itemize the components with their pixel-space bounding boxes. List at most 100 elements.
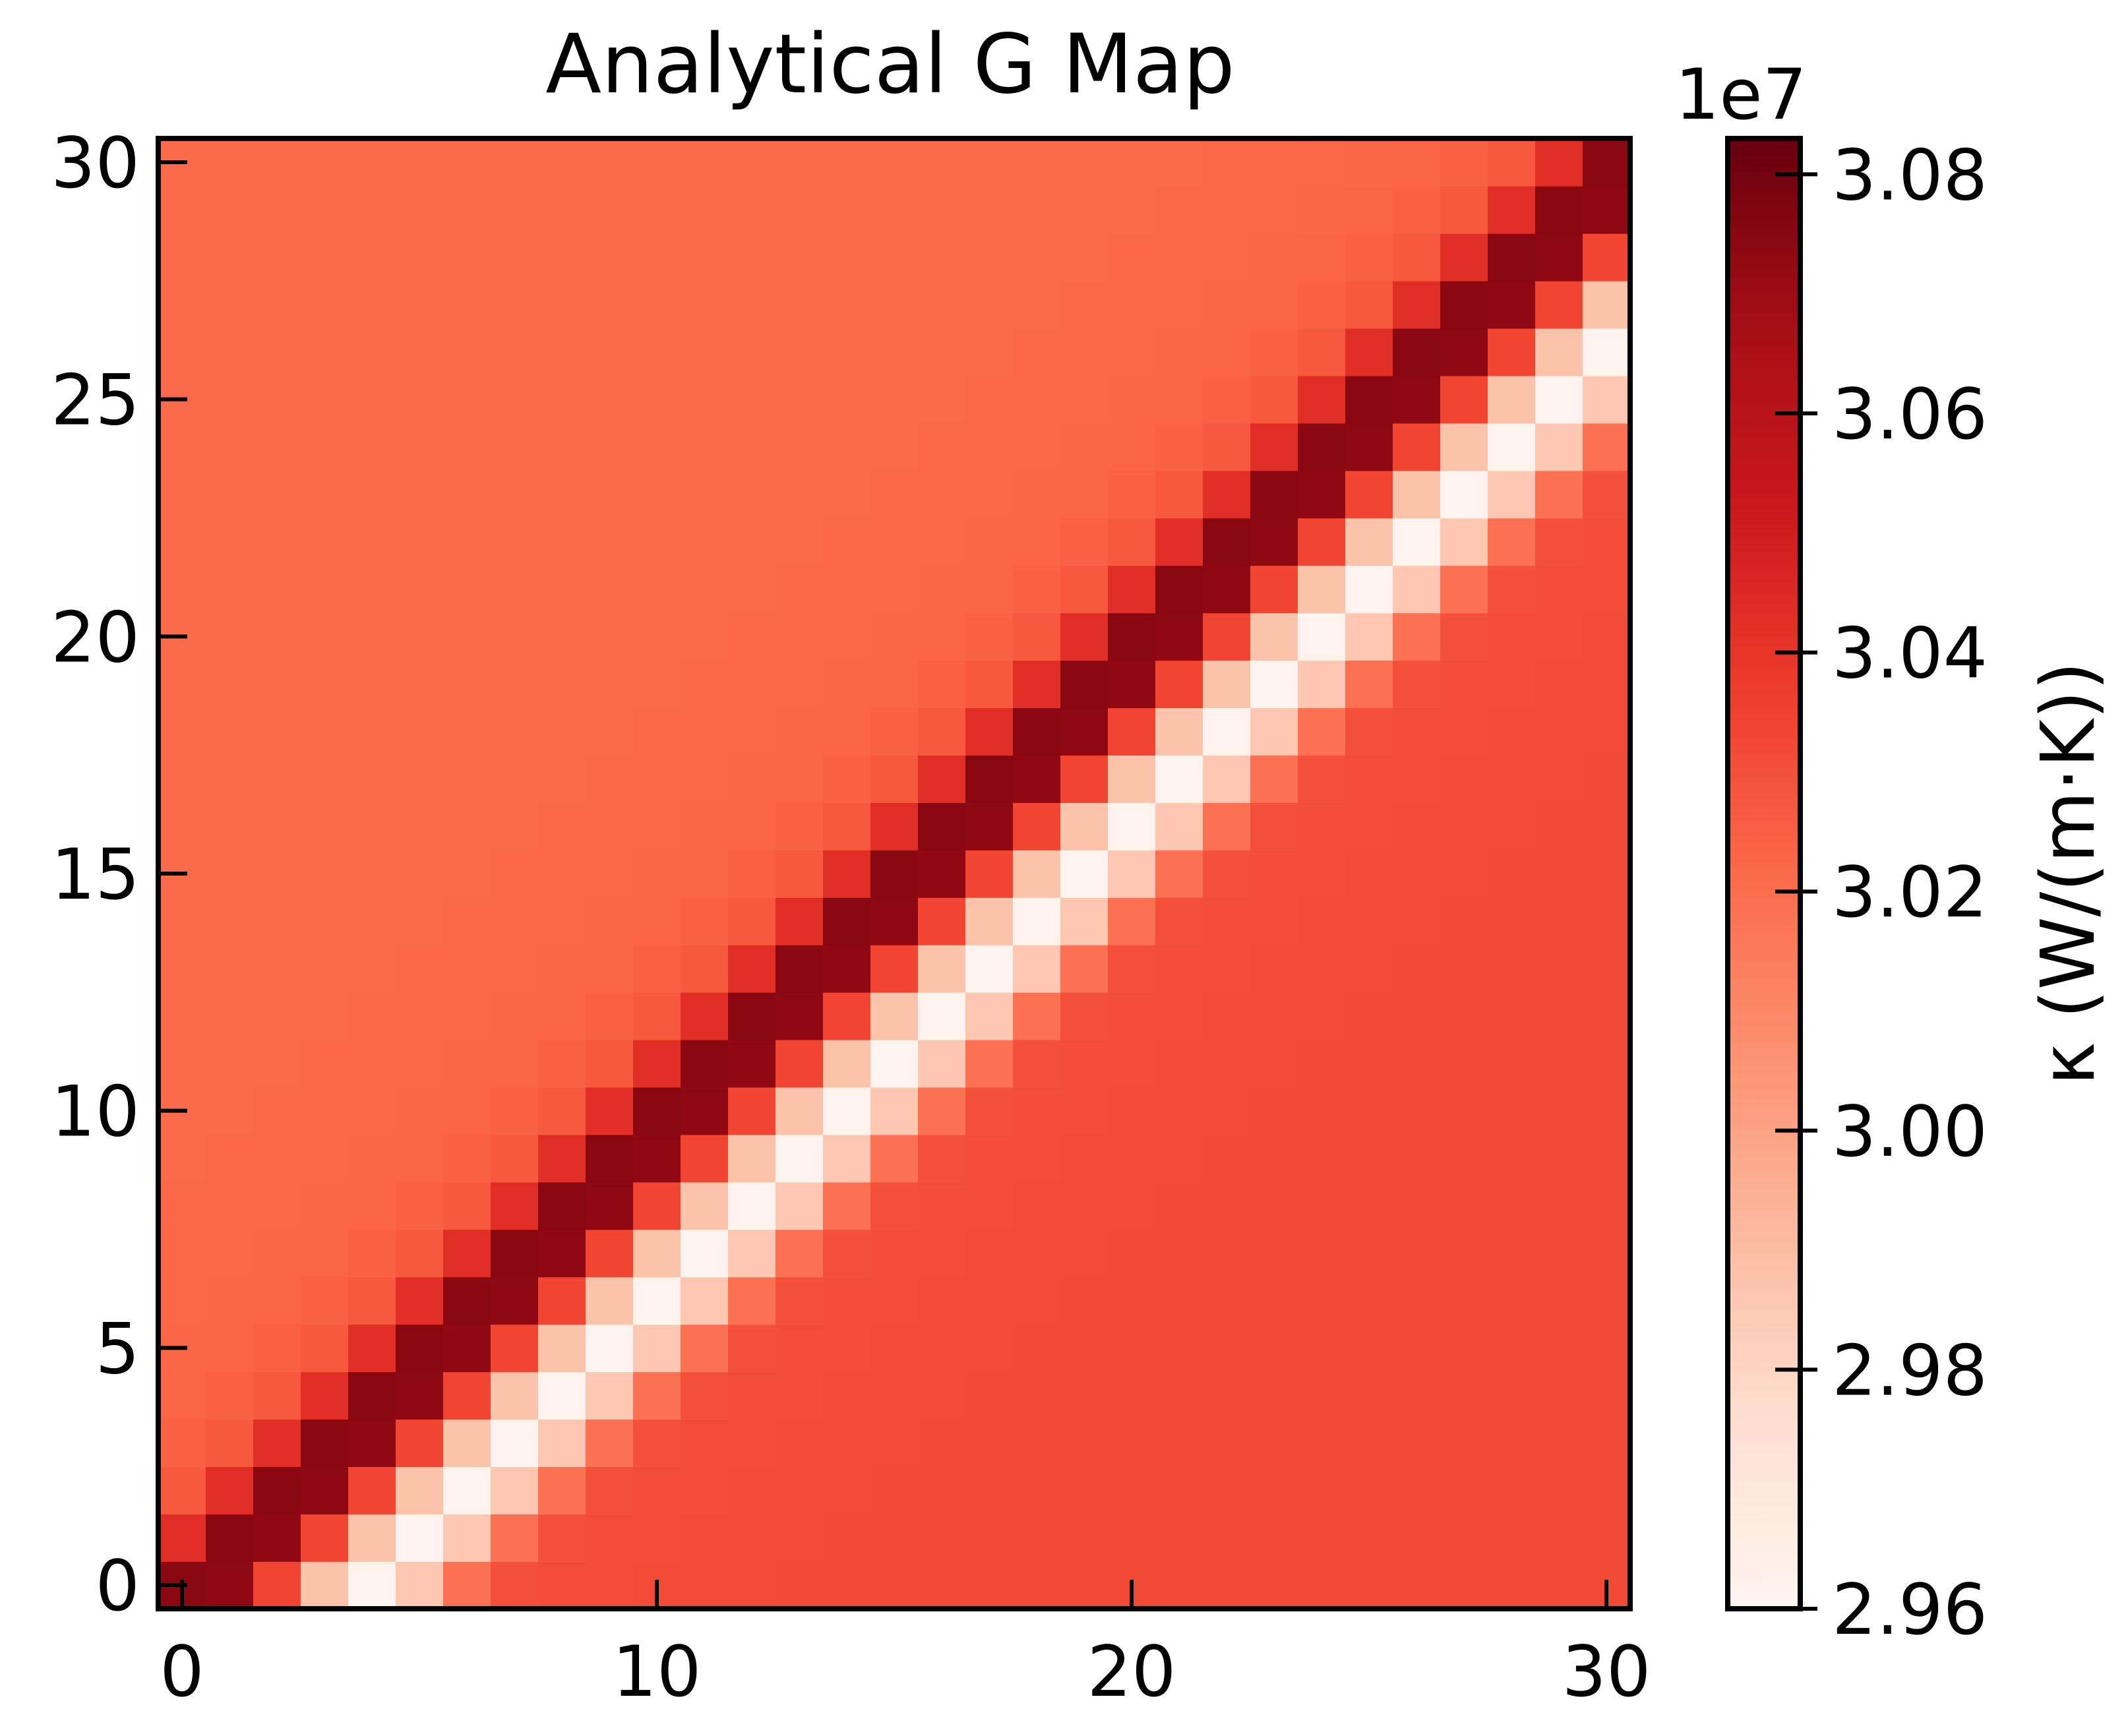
heatmap-cell: [1013, 1324, 1061, 1373]
heatmap-cell: [1060, 802, 1109, 851]
heatmap-cell: [348, 280, 396, 329]
x-tick-label: 20: [1087, 1631, 1176, 1712]
heatmap-cell: [1583, 992, 1631, 1040]
heatmap-cell: [1203, 1039, 1251, 1088]
heatmap-cell: [1440, 802, 1488, 851]
heatmap-cell: [1108, 470, 1156, 519]
heatmap-cell: [965, 1324, 1014, 1373]
heatmap-cell: [1060, 1039, 1109, 1088]
heatmap-cell: [1488, 707, 1536, 756]
heatmap-cell: [538, 280, 586, 329]
heatmap-cell: [1440, 992, 1488, 1040]
heatmap-cell: [1060, 1134, 1109, 1183]
heatmap-cell: [538, 565, 586, 614]
heatmap-cell: [301, 1182, 349, 1230]
heatmap-cell: [1393, 1371, 1441, 1420]
heatmap-cell: [206, 1419, 254, 1467]
heatmap-cell: [870, 423, 919, 471]
heatmap-cell: [823, 802, 871, 851]
heatmap-cell: [823, 470, 871, 519]
heatmap-cell: [1345, 1466, 1393, 1514]
heatmap-cell: [1345, 1561, 1393, 1609]
heatmap-cell: [1203, 1276, 1251, 1325]
heatmap-cell: [586, 518, 634, 566]
heatmap-cell: [1013, 233, 1061, 282]
x-tick-label: 10: [613, 1631, 702, 1712]
heatmap-cell: [586, 707, 634, 756]
heatmap-cell: [965, 802, 1014, 851]
heatmap-cell: [1583, 1134, 1631, 1183]
heatmap-cell: [918, 660, 966, 709]
heatmap-cell: [586, 423, 634, 471]
heatmap-cell: [1298, 1514, 1346, 1562]
heatmap-cell: [443, 1324, 491, 1373]
heatmap-cell: [633, 755, 681, 803]
heatmap-cell: [823, 280, 871, 329]
heatmap-cell: [396, 1229, 444, 1278]
heatmap-cell: [586, 992, 634, 1040]
heatmap-cell: [681, 233, 729, 282]
heatmap-cell: [1108, 138, 1156, 187]
colorbar-tick-label: 3.00: [1832, 1091, 1988, 1172]
heatmap-cell: [1393, 1276, 1441, 1325]
heatmap-cell: [491, 375, 539, 424]
heatmap-cell: [918, 375, 966, 424]
heatmap-cell: [775, 518, 824, 566]
heatmap-cell: [681, 897, 729, 945]
heatmap-cell: [633, 707, 681, 756]
heatmap-cell: [301, 233, 349, 282]
heatmap-cell: [1488, 1324, 1536, 1373]
heatmap-cell: [538, 802, 586, 851]
heatmap-cell: [1060, 518, 1109, 566]
heatmap-cell: [1583, 660, 1631, 709]
heatmap-cell: [348, 1182, 396, 1230]
heatmap-cell: [681, 518, 729, 566]
heatmap-cell: [348, 518, 396, 566]
heatmap-cell: [1250, 1134, 1298, 1183]
heatmap-cell: [681, 328, 729, 376]
heatmap-cell: [491, 1087, 539, 1135]
heatmap-cell: [1203, 755, 1251, 803]
heatmap-cell: [918, 802, 966, 851]
heatmap-cell: [301, 423, 349, 471]
heatmap-cell: [538, 138, 586, 187]
heatmap-cell: [396, 707, 444, 756]
heatmap-cell: [1583, 1182, 1631, 1230]
colorbar-tick-label: 3.04: [1832, 613, 1988, 694]
heatmap-cell: [823, 375, 871, 424]
heatmap-cell: [586, 1514, 634, 1562]
heatmap-cell: [633, 423, 681, 471]
heatmap-cell: [491, 1229, 539, 1278]
heatmap-cell: [681, 802, 729, 851]
heatmap-cell: [1060, 1087, 1109, 1135]
heatmap-cell: [728, 755, 776, 803]
heatmap-cell: [681, 992, 729, 1040]
heatmap-cell: [1583, 944, 1631, 993]
heatmap-cell: [586, 1324, 634, 1373]
heatmap-cell: [1250, 1039, 1298, 1088]
heatmap-cell: [1060, 470, 1109, 519]
heatmap-cell: [491, 185, 539, 234]
heatmap-cell: [870, 375, 919, 424]
heatmap-cell: [301, 897, 349, 945]
heatmap-cell: [775, 755, 824, 803]
heatmap-cell: [1298, 613, 1346, 661]
heatmap-cell: [158, 1229, 206, 1278]
heatmap-cell: [206, 1466, 254, 1514]
heatmap-cell: [1250, 1466, 1298, 1514]
heatmap-cell: [1535, 850, 1583, 898]
heatmap-cell: [965, 1087, 1014, 1135]
heatmap-cell: [1440, 1087, 1488, 1135]
heatmap-cell: [396, 802, 444, 851]
heatmap-cell: [206, 1229, 254, 1278]
heatmap-cell: [443, 1514, 491, 1562]
heatmap-cell: [538, 1087, 586, 1135]
heatmap-cell: [1535, 1419, 1583, 1467]
heatmap-cell: [633, 1514, 681, 1562]
heatmap-cell: [538, 328, 586, 376]
heatmap-cell: [1203, 1419, 1251, 1467]
heatmap-cell: [538, 850, 586, 898]
heatmap-cell: [918, 1087, 966, 1135]
heatmap-cell: [1108, 992, 1156, 1040]
heatmap-cell: [965, 423, 1014, 471]
